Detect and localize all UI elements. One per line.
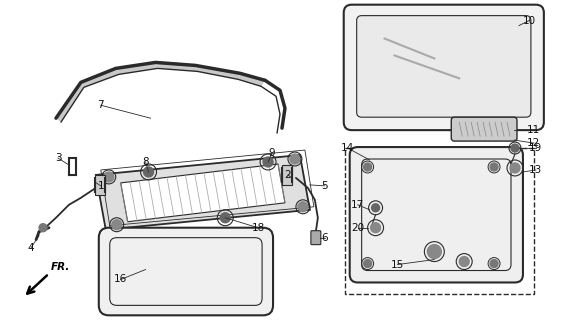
Circle shape [290,154,300,164]
Text: 10: 10 [522,16,535,26]
FancyBboxPatch shape [282,165,292,185]
Circle shape [427,244,441,259]
Circle shape [111,220,122,230]
Text: 17: 17 [351,200,364,210]
Text: 11: 11 [528,125,540,135]
Circle shape [39,224,47,232]
Polygon shape [155,62,198,71]
Text: 9: 9 [269,148,275,158]
Circle shape [490,260,498,268]
Text: 19: 19 [529,143,543,153]
Circle shape [370,223,381,233]
FancyBboxPatch shape [452,117,517,141]
Polygon shape [238,73,265,86]
Text: 3: 3 [55,153,61,163]
FancyBboxPatch shape [311,231,321,244]
Circle shape [510,163,520,173]
Text: 14: 14 [341,143,354,153]
FancyBboxPatch shape [99,228,273,315]
FancyBboxPatch shape [344,5,544,130]
Polygon shape [195,65,240,79]
Text: 7: 7 [97,100,104,110]
Text: 5: 5 [321,181,328,191]
Polygon shape [81,68,119,87]
Circle shape [490,163,498,171]
Text: 4: 4 [28,243,34,252]
Text: 18: 18 [252,223,265,233]
Text: FR.: FR. [51,261,70,271]
Text: 16: 16 [114,275,127,284]
Text: 2: 2 [285,170,291,180]
FancyBboxPatch shape [350,147,523,283]
Circle shape [372,204,379,212]
Circle shape [298,202,308,212]
Text: 8: 8 [142,157,149,167]
Circle shape [364,260,372,268]
Polygon shape [120,164,285,222]
Text: 13: 13 [529,165,543,175]
Circle shape [263,157,273,167]
Circle shape [220,213,230,223]
Polygon shape [116,62,158,74]
Text: 20: 20 [351,223,364,233]
Circle shape [511,144,519,152]
Text: 15: 15 [391,260,404,269]
Text: 6: 6 [321,233,328,243]
Polygon shape [96,155,310,230]
Circle shape [144,167,154,177]
Text: 1: 1 [97,181,104,191]
Text: 12: 12 [528,138,540,148]
Circle shape [459,257,469,267]
Polygon shape [56,82,84,122]
Circle shape [364,163,372,171]
FancyBboxPatch shape [95,175,105,195]
Circle shape [104,172,114,182]
FancyBboxPatch shape [357,16,531,117]
